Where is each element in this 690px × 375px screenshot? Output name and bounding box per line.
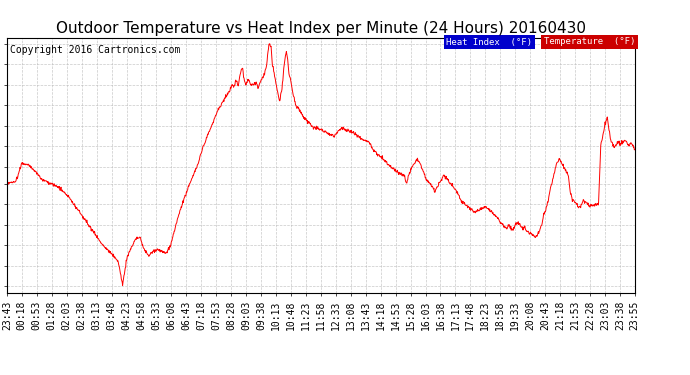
Text: Temperature  (°F): Temperature (°F) <box>544 38 635 46</box>
Title: Outdoor Temperature vs Heat Index per Minute (24 Hours) 20160430: Outdoor Temperature vs Heat Index per Mi… <box>56 21 586 36</box>
Text: Copyright 2016 Cartronics.com: Copyright 2016 Cartronics.com <box>10 45 180 55</box>
Text: Heat Index  (°F): Heat Index (°F) <box>446 38 533 46</box>
